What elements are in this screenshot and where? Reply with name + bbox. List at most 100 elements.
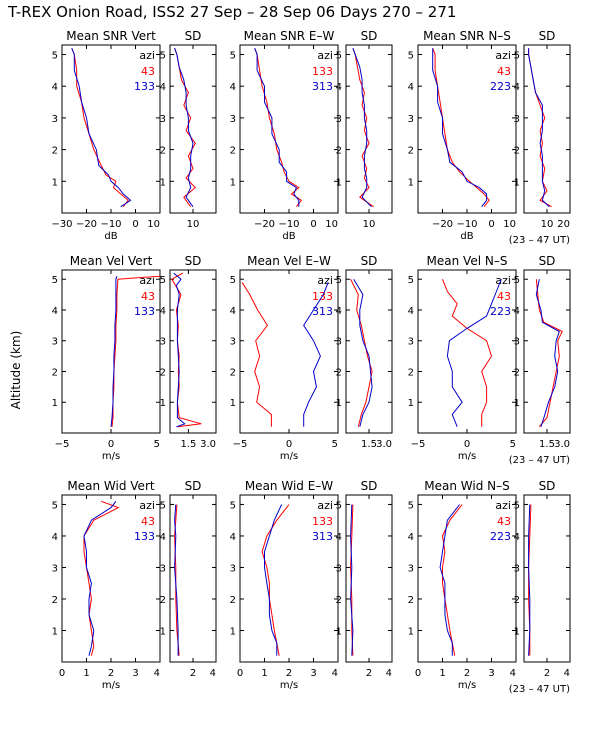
legend-title: azi bbox=[317, 499, 333, 512]
y-tick-label: 4 bbox=[408, 306, 414, 317]
y-tick-label: 5 bbox=[160, 51, 166, 62]
y-tick-label: 4 bbox=[230, 532, 236, 543]
y-tick-label: 2 bbox=[230, 595, 236, 606]
x-tick-label: 3.0 bbox=[554, 439, 570, 450]
series-line-223 bbox=[528, 48, 550, 208]
x-tick-label: 0 bbox=[237, 668, 243, 679]
y-tick-label: 3 bbox=[52, 337, 58, 348]
y-tick-label: 5 bbox=[514, 51, 520, 62]
y-tick-label: 4 bbox=[336, 82, 342, 93]
panel-15: Mean Wid E–W 1 2 3 4 5 0 1 2 3 4 m/s azi 133 313 bbox=[230, 479, 339, 691]
x-tick-label: 3.0 bbox=[376, 439, 392, 450]
y-tick-label: 1 bbox=[514, 626, 520, 637]
x-tick-label: 10 bbox=[147, 219, 160, 230]
series-line-133 bbox=[254, 48, 303, 208]
x-tick-label: 2 bbox=[366, 668, 372, 679]
x-tick-label: 10 bbox=[541, 219, 554, 230]
series-line-43 bbox=[432, 48, 490, 208]
panel-14: SD 1 2 3 4 5 2 4 bbox=[160, 479, 217, 679]
legend-entry: 43 bbox=[497, 515, 511, 528]
x-tick-label: 5 bbox=[510, 439, 516, 450]
series-line-133 bbox=[83, 500, 117, 656]
y-axis-label: Altitude (km) bbox=[9, 331, 23, 410]
legend-entry: 133 bbox=[134, 530, 155, 543]
x-tick-label: 0 bbox=[415, 668, 421, 679]
x-axis-label: dB bbox=[460, 231, 473, 242]
y-tick-label: 4 bbox=[160, 532, 166, 543]
panel-16: SD 1 2 3 4 5 2 4 bbox=[336, 479, 393, 679]
y-tick-label: 2 bbox=[336, 367, 342, 378]
x-tick-label: 0 bbox=[59, 668, 65, 679]
y-tick-label: 2 bbox=[408, 146, 414, 157]
y-tick-label: 4 bbox=[230, 306, 236, 317]
y-tick-label: 1 bbox=[336, 177, 342, 188]
x-tick-label: 3 bbox=[488, 668, 494, 679]
panel-title: SD bbox=[185, 479, 202, 493]
series-line-43 bbox=[71, 48, 129, 208]
x-tick-label: 0 bbox=[464, 439, 470, 450]
legend-entry: 133 bbox=[134, 305, 155, 318]
series-line-133 bbox=[173, 272, 186, 428]
y-tick-label: 1 bbox=[52, 626, 58, 637]
panel-title: SD bbox=[185, 29, 202, 43]
legend-entry: 43 bbox=[497, 290, 511, 303]
y-tick-label: 2 bbox=[336, 595, 342, 606]
x-tick-label: 5 bbox=[332, 439, 338, 450]
y-tick-label: 4 bbox=[160, 306, 166, 317]
legend-title: azi bbox=[317, 49, 333, 62]
x-tick-label: −30 bbox=[51, 219, 72, 230]
plot-frame bbox=[523, 44, 571, 214]
series-line-43 bbox=[171, 272, 202, 428]
x-tick-label: 2 bbox=[108, 668, 114, 679]
y-tick-label: 5 bbox=[514, 275, 520, 286]
y-tick-label: 3 bbox=[160, 337, 166, 348]
x-tick-label: −20 bbox=[432, 219, 453, 230]
y-tick-label: 4 bbox=[230, 82, 236, 93]
x-tick-label: 4 bbox=[154, 668, 160, 679]
x-tick-label: 0 bbox=[310, 219, 316, 230]
panel-1: Mean SNR Vert 1 2 3 4 5 −30 −20 −10 0 10 dB azi 43 133 bbox=[51, 29, 161, 242]
panel-title: Mean SNR Vert bbox=[66, 29, 156, 43]
series-line-223 bbox=[439, 504, 460, 656]
series-line-313 bbox=[303, 282, 329, 427]
x-tick-label: 0 bbox=[488, 219, 494, 230]
x-tick-label: −5 bbox=[411, 439, 426, 450]
y-tick-label: 1 bbox=[160, 398, 166, 409]
y-tick-label: 5 bbox=[336, 275, 342, 286]
y-tick-label: 3 bbox=[230, 337, 236, 348]
x-tick-label: 4 bbox=[564, 668, 570, 679]
y-tick-label: 5 bbox=[408, 500, 414, 511]
plot-frame bbox=[169, 269, 217, 434]
x-tick-label: 2 bbox=[544, 668, 550, 679]
plot-frame bbox=[169, 494, 217, 663]
series-line-133 bbox=[174, 48, 194, 207]
series-line-313 bbox=[254, 48, 300, 207]
panel-6: SD 1 2 3 4 5 10 20 (23 – 47 UT) bbox=[509, 29, 571, 246]
x-tick-label: 4 bbox=[332, 668, 338, 679]
x-tick-label: 10 bbox=[325, 219, 338, 230]
y-tick-label: 2 bbox=[52, 595, 58, 606]
series-line-133 bbox=[352, 48, 374, 208]
series-line-43 bbox=[174, 48, 197, 207]
panel-title: Mean SNR N–S bbox=[423, 29, 511, 43]
y-tick-label: 3 bbox=[52, 114, 58, 125]
series-line-223 bbox=[528, 504, 531, 656]
y-tick-label: 5 bbox=[230, 51, 236, 62]
y-tick-label: 1 bbox=[230, 398, 236, 409]
legend-entry: 313 bbox=[312, 305, 333, 318]
y-tick-label: 2 bbox=[408, 595, 414, 606]
panel-title: Mean Wid Vert bbox=[67, 479, 154, 493]
panel-7: Mean Vel Vert 1 2 3 4 5 −5 0 5 m/s azi 43 133 bbox=[52, 254, 161, 462]
y-tick-label: 2 bbox=[336, 146, 342, 157]
y-tick-label: 2 bbox=[52, 367, 58, 378]
y-tick-label: 5 bbox=[52, 500, 58, 511]
y-tick-label: 2 bbox=[230, 146, 236, 157]
y-tick-label: 2 bbox=[160, 595, 166, 606]
legend-entry: 223 bbox=[490, 80, 511, 93]
y-tick-label: 4 bbox=[514, 532, 520, 543]
y-tick-label: 1 bbox=[52, 177, 58, 188]
